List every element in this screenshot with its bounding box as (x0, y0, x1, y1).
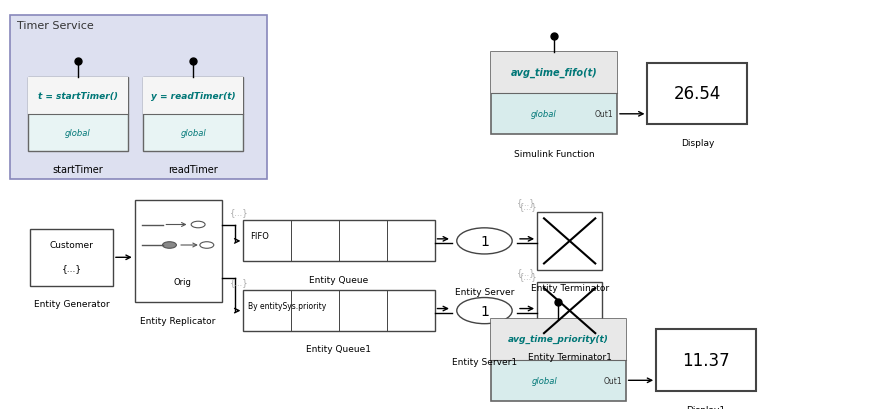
Text: Entity Generator: Entity Generator (34, 299, 109, 308)
Bar (647, 63, 747, 125)
Text: global: global (65, 128, 90, 137)
Text: 26.54: 26.54 (673, 85, 721, 103)
Text: Orig: Orig (174, 278, 191, 287)
Text: Timer Service: Timer Service (17, 21, 94, 31)
Text: {...}: {...} (62, 263, 82, 272)
Bar (135, 200, 222, 303)
Text: avg_time_priority(t): avg_time_priority(t) (507, 334, 609, 343)
Circle shape (457, 228, 512, 254)
Text: readTimer: readTimer (169, 164, 218, 174)
Text: 11.37: 11.37 (682, 351, 730, 369)
Bar (143, 78, 243, 115)
Text: {...}: {...} (516, 198, 535, 207)
Text: Display: Display (680, 139, 714, 148)
Bar (537, 282, 602, 339)
Bar (491, 53, 617, 135)
Bar (656, 329, 756, 391)
Text: Entity Queue1: Entity Queue1 (307, 344, 371, 353)
Bar (10, 16, 267, 180)
Text: Out1: Out1 (595, 110, 614, 119)
Bar (537, 213, 602, 270)
Bar (491, 319, 626, 360)
Text: avg_time_fifo(t): avg_time_fifo(t) (511, 67, 597, 78)
Circle shape (457, 298, 512, 324)
Bar (28, 78, 128, 115)
Text: Display1: Display1 (687, 405, 726, 409)
Text: Simulink Function: Simulink Function (514, 149, 594, 158)
Text: Out1: Out1 (604, 376, 622, 385)
Bar (143, 78, 243, 151)
Circle shape (163, 242, 176, 249)
Bar (491, 53, 617, 94)
Text: y = readTimer(t): y = readTimer(t) (151, 92, 235, 101)
Text: Entity Terminator: Entity Terminator (531, 283, 608, 292)
Text: {...}: {...} (519, 271, 538, 280)
Text: {...}: {...} (516, 267, 535, 276)
Text: {...}: {...} (229, 277, 249, 286)
Bar (491, 319, 626, 401)
Text: Entity Replicator: Entity Replicator (141, 316, 216, 325)
Text: {...}: {...} (229, 208, 249, 217)
Text: Entity Server: Entity Server (454, 287, 514, 296)
Text: Entity Server1: Entity Server1 (452, 357, 517, 366)
Text: 1: 1 (480, 304, 489, 318)
Text: By entitySys.priority: By entitySys.priority (248, 301, 326, 310)
Text: Entity Terminator1: Entity Terminator1 (527, 353, 612, 362)
Text: t = startTimer(): t = startTimer() (37, 92, 118, 101)
Text: global: global (181, 128, 206, 137)
Bar (243, 290, 434, 331)
Text: FIFO: FIFO (250, 232, 269, 241)
Bar (28, 78, 128, 151)
Bar (30, 229, 113, 286)
Text: global: global (531, 110, 557, 119)
Bar (243, 221, 434, 262)
Text: 1: 1 (480, 234, 489, 248)
Text: startTimer: startTimer (52, 164, 103, 174)
Text: global: global (532, 376, 558, 385)
Text: Customer: Customer (50, 240, 94, 249)
Text: {...}: {...} (519, 202, 538, 211)
Text: Entity Queue: Entity Queue (309, 275, 368, 284)
